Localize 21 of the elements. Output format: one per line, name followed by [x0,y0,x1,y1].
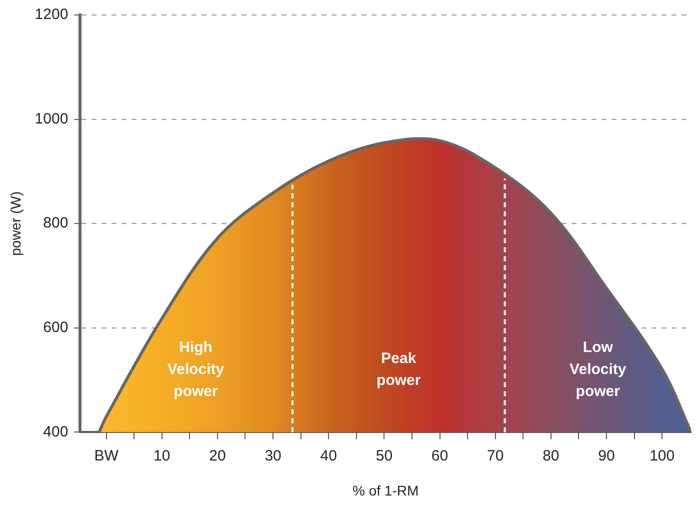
x-tick-label: 100 [650,447,675,464]
annotation: Peak power [376,350,421,389]
x-tick-label: 10 [154,447,170,464]
x-tick-label: 40 [320,447,337,464]
x-tick-label: 80 [542,447,560,464]
y-tick-label: 1000 [34,110,68,128]
x-tick-label: 90 [598,447,615,464]
x-tick-label: 70 [487,447,504,464]
y-tick-label: 600 [43,319,68,336]
x-tick-label: 60 [431,447,448,464]
y-axis-title: power (W) [7,191,24,256]
x-tick-label: 30 [264,447,282,464]
x-axis-title: % of 1-RM [352,482,419,498]
x-tick-label: BW [94,447,120,464]
y-tick-label: 400 [43,423,68,440]
y-tick-label: 1200 [34,6,68,24]
y-tick-label: 800 [43,214,68,232]
annotation: Low Velocity power [570,338,627,400]
annotation: High Velocity power [167,338,225,400]
x-tick-label: 20 [209,447,226,464]
x-tick-label: 50 [376,447,393,464]
